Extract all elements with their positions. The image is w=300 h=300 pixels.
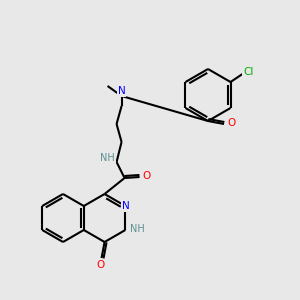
Text: O: O xyxy=(227,118,235,128)
Text: N: N xyxy=(118,86,125,96)
Text: N: N xyxy=(122,201,130,211)
Text: NH: NH xyxy=(130,224,145,234)
Text: NH: NH xyxy=(100,153,115,163)
Text: Cl: Cl xyxy=(243,67,254,77)
Text: O: O xyxy=(142,171,151,181)
Text: O: O xyxy=(96,260,105,270)
